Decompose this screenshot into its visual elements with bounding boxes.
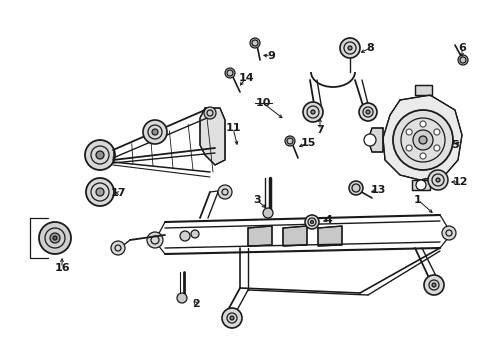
Circle shape: [142, 120, 167, 144]
Text: 16: 16: [54, 263, 70, 273]
Text: 8: 8: [366, 43, 373, 53]
Circle shape: [147, 232, 163, 248]
Circle shape: [85, 140, 115, 170]
Circle shape: [263, 208, 272, 218]
Text: 17: 17: [110, 188, 125, 198]
Polygon shape: [317, 226, 341, 246]
Circle shape: [348, 181, 362, 195]
Circle shape: [218, 185, 231, 199]
Text: 6: 6: [457, 43, 465, 53]
Circle shape: [177, 293, 186, 303]
Circle shape: [96, 188, 104, 196]
Circle shape: [415, 180, 425, 190]
Circle shape: [418, 136, 426, 144]
Circle shape: [419, 121, 425, 127]
Circle shape: [39, 222, 71, 254]
Polygon shape: [414, 85, 431, 95]
Polygon shape: [367, 128, 382, 152]
Circle shape: [431, 283, 435, 287]
Circle shape: [229, 316, 234, 320]
Circle shape: [224, 68, 235, 78]
Text: 10: 10: [255, 98, 270, 108]
Circle shape: [419, 153, 425, 159]
Text: 5: 5: [450, 140, 458, 150]
Circle shape: [180, 231, 190, 241]
Circle shape: [365, 110, 369, 114]
Text: 4: 4: [324, 215, 331, 225]
Circle shape: [339, 38, 359, 58]
Circle shape: [412, 130, 432, 150]
Polygon shape: [283, 226, 306, 246]
Circle shape: [433, 145, 439, 151]
Polygon shape: [200, 108, 224, 165]
Circle shape: [406, 145, 411, 151]
Circle shape: [222, 308, 242, 328]
Circle shape: [191, 230, 199, 238]
Circle shape: [457, 55, 467, 65]
Circle shape: [305, 215, 318, 229]
Text: 3: 3: [253, 195, 260, 205]
Circle shape: [406, 129, 411, 135]
Circle shape: [392, 110, 452, 170]
Polygon shape: [411, 180, 429, 190]
Text: 12: 12: [451, 177, 467, 187]
Text: 15: 15: [300, 138, 315, 148]
Circle shape: [53, 236, 57, 240]
Polygon shape: [382, 95, 461, 180]
Circle shape: [303, 102, 323, 122]
Circle shape: [441, 226, 455, 240]
Circle shape: [86, 178, 114, 206]
Circle shape: [363, 134, 375, 146]
Text: 2: 2: [192, 299, 200, 309]
Text: 14: 14: [238, 73, 253, 83]
Circle shape: [347, 46, 351, 50]
Circle shape: [249, 38, 260, 48]
Circle shape: [111, 241, 125, 255]
Circle shape: [433, 129, 439, 135]
Circle shape: [423, 275, 443, 295]
Circle shape: [96, 151, 104, 159]
Circle shape: [152, 129, 158, 135]
Circle shape: [203, 107, 216, 119]
Text: 11: 11: [225, 123, 240, 133]
Text: 7: 7: [315, 125, 323, 135]
Circle shape: [50, 233, 60, 243]
Circle shape: [427, 170, 447, 190]
Text: 1: 1: [413, 195, 421, 205]
Circle shape: [435, 178, 439, 182]
Circle shape: [310, 110, 314, 114]
Circle shape: [310, 220, 313, 224]
Circle shape: [358, 103, 376, 121]
Text: 13: 13: [369, 185, 385, 195]
Text: 9: 9: [266, 51, 274, 61]
Polygon shape: [247, 226, 271, 246]
Circle shape: [285, 136, 294, 146]
